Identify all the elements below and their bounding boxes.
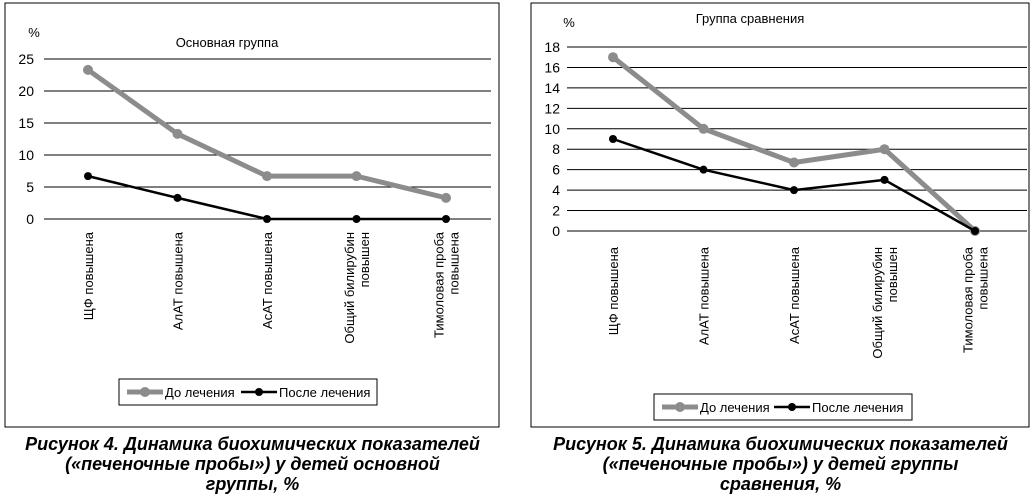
y-tick-label: 10 <box>18 147 34 163</box>
data-point <box>262 171 272 182</box>
x-category-label-line: ЩФ повышена <box>81 231 96 320</box>
x-category-label-line: повышен <box>357 232 372 287</box>
caption-line: («печеночные пробы») у детей группы <box>602 454 959 474</box>
caption-line: Рисунок 4. Динамика биохимических показа… <box>25 434 480 454</box>
y-tick-label: 16 <box>544 59 560 75</box>
x-category-label: ЩФ повышена <box>606 246 621 335</box>
y-axis-unit-label: % <box>28 25 40 40</box>
x-category-label-line: Общий билирубин <box>870 247 885 359</box>
y-tick-label: 18 <box>544 39 560 55</box>
x-category-label: Тимоловая проба повышена <box>432 231 462 338</box>
caption-line: («печеночные пробы») у детей основной <box>65 454 440 474</box>
x-category-label-line: повышена <box>447 231 462 294</box>
y-tick-label: 2 <box>552 203 560 219</box>
chart-frame <box>530 2 1030 428</box>
data-point <box>609 135 617 143</box>
chart-panel-main-group: Основная группа% 0 5 10 15 20 25 ЩФ повышена АлА… <box>0 0 505 498</box>
legend-swatch-marker <box>675 402 685 412</box>
y-tick-label: 8 <box>552 141 560 157</box>
y-tick-label: 5 <box>26 179 34 195</box>
legend-label: После лечения <box>279 385 370 400</box>
legend-swatch-marker <box>255 388 263 396</box>
data-point <box>790 186 798 195</box>
x-category-label: АсАТ повышена <box>260 231 275 329</box>
x-category-label-line: АлАТ повышена <box>697 246 712 345</box>
data-point <box>263 215 271 223</box>
figure-caption-4: Рисунок 4. Динамика биохимических показа… <box>0 434 505 494</box>
x-category-label-line: повышен <box>885 247 900 302</box>
figure-caption-5: Рисунок 5. Динамика биохимических показа… <box>527 434 1034 494</box>
legend-label: До лечения <box>700 400 770 415</box>
y-tick-label: 25 <box>18 51 34 67</box>
legend-swatch-marker <box>788 403 796 411</box>
data-point <box>352 215 361 223</box>
data-point <box>441 192 451 203</box>
data-point <box>442 215 450 223</box>
caption-line: сравнения, % <box>719 474 842 494</box>
y-tick-label: 12 <box>544 100 560 116</box>
y-tick-label: 10 <box>544 121 560 137</box>
legend-label: После лечения <box>812 400 903 415</box>
chart-title: Основная группа <box>176 35 279 50</box>
data-point <box>879 144 890 155</box>
y-tick-label: 15 <box>18 115 34 131</box>
x-category-label-line: АлАТ повышена <box>171 231 186 330</box>
x-category-label: Общий билирубин повышен <box>870 247 900 359</box>
legend-swatch-marker <box>140 387 150 397</box>
legend-label: До лечения <box>165 385 235 400</box>
x-category-label-line: АсАТ повышена <box>260 231 275 329</box>
y-tick-label: 14 <box>544 80 560 96</box>
y-tick-label: 6 <box>552 162 560 178</box>
x-category-label: Тимоловая проба повышена <box>961 246 991 353</box>
chart-title: Группа сравнения <box>696 11 805 26</box>
x-category-label-line: повышена <box>976 246 991 309</box>
data-point <box>351 171 362 182</box>
y-tick-label: 4 <box>552 182 560 198</box>
x-category-label-line: Тимоловая проба <box>432 231 447 338</box>
x-category-label: АлАТ повышена <box>697 246 712 345</box>
x-category-label-line: ЩФ повышена <box>606 246 621 335</box>
data-point <box>880 175 889 184</box>
caption-line: Рисунок 5. Динамика биохимических показа… <box>553 434 1008 454</box>
x-category-label-line: Тимоловая проба <box>961 246 976 353</box>
chart-frame <box>4 2 500 428</box>
data-point <box>83 64 93 75</box>
data-point <box>608 52 618 63</box>
chart-main-group: Основная группа% 0 5 10 15 20 25 ЩФ повышена АлА… <box>4 2 500 428</box>
data-point <box>173 193 182 202</box>
caption-line: группы, % <box>205 474 300 494</box>
y-tick-label: 20 <box>18 83 34 99</box>
data-point <box>84 172 92 181</box>
x-category-label: Общий билирубин повышен <box>342 232 372 344</box>
data-point <box>172 128 183 139</box>
series-line <box>611 55 977 233</box>
x-category-label-line: Общий билирубин <box>342 232 357 344</box>
chart-comparison-group: Группа сравнения% 0 2 4 6 8 10 12 14 16 18 ЩФ повыш… <box>530 2 1030 428</box>
data-point <box>698 123 709 134</box>
chart-panel-comparison-group: Группа сравнения% 0 2 4 6 8 10 12 14 16 18 ЩФ повыш… <box>527 0 1034 498</box>
x-category-label: АлАТ повышена <box>171 231 186 330</box>
y-axis-unit-label: % <box>563 15 575 30</box>
y-tick-label: 0 <box>552 223 560 239</box>
y-tick-label: 0 <box>26 211 34 227</box>
data-point <box>971 227 979 235</box>
data-point <box>789 157 799 168</box>
data-point <box>699 165 708 174</box>
x-category-label: ЩФ повышена <box>81 231 96 320</box>
x-category-label: АсАТ повышена <box>787 246 802 344</box>
x-category-label-line: АсАТ повышена <box>787 246 802 344</box>
